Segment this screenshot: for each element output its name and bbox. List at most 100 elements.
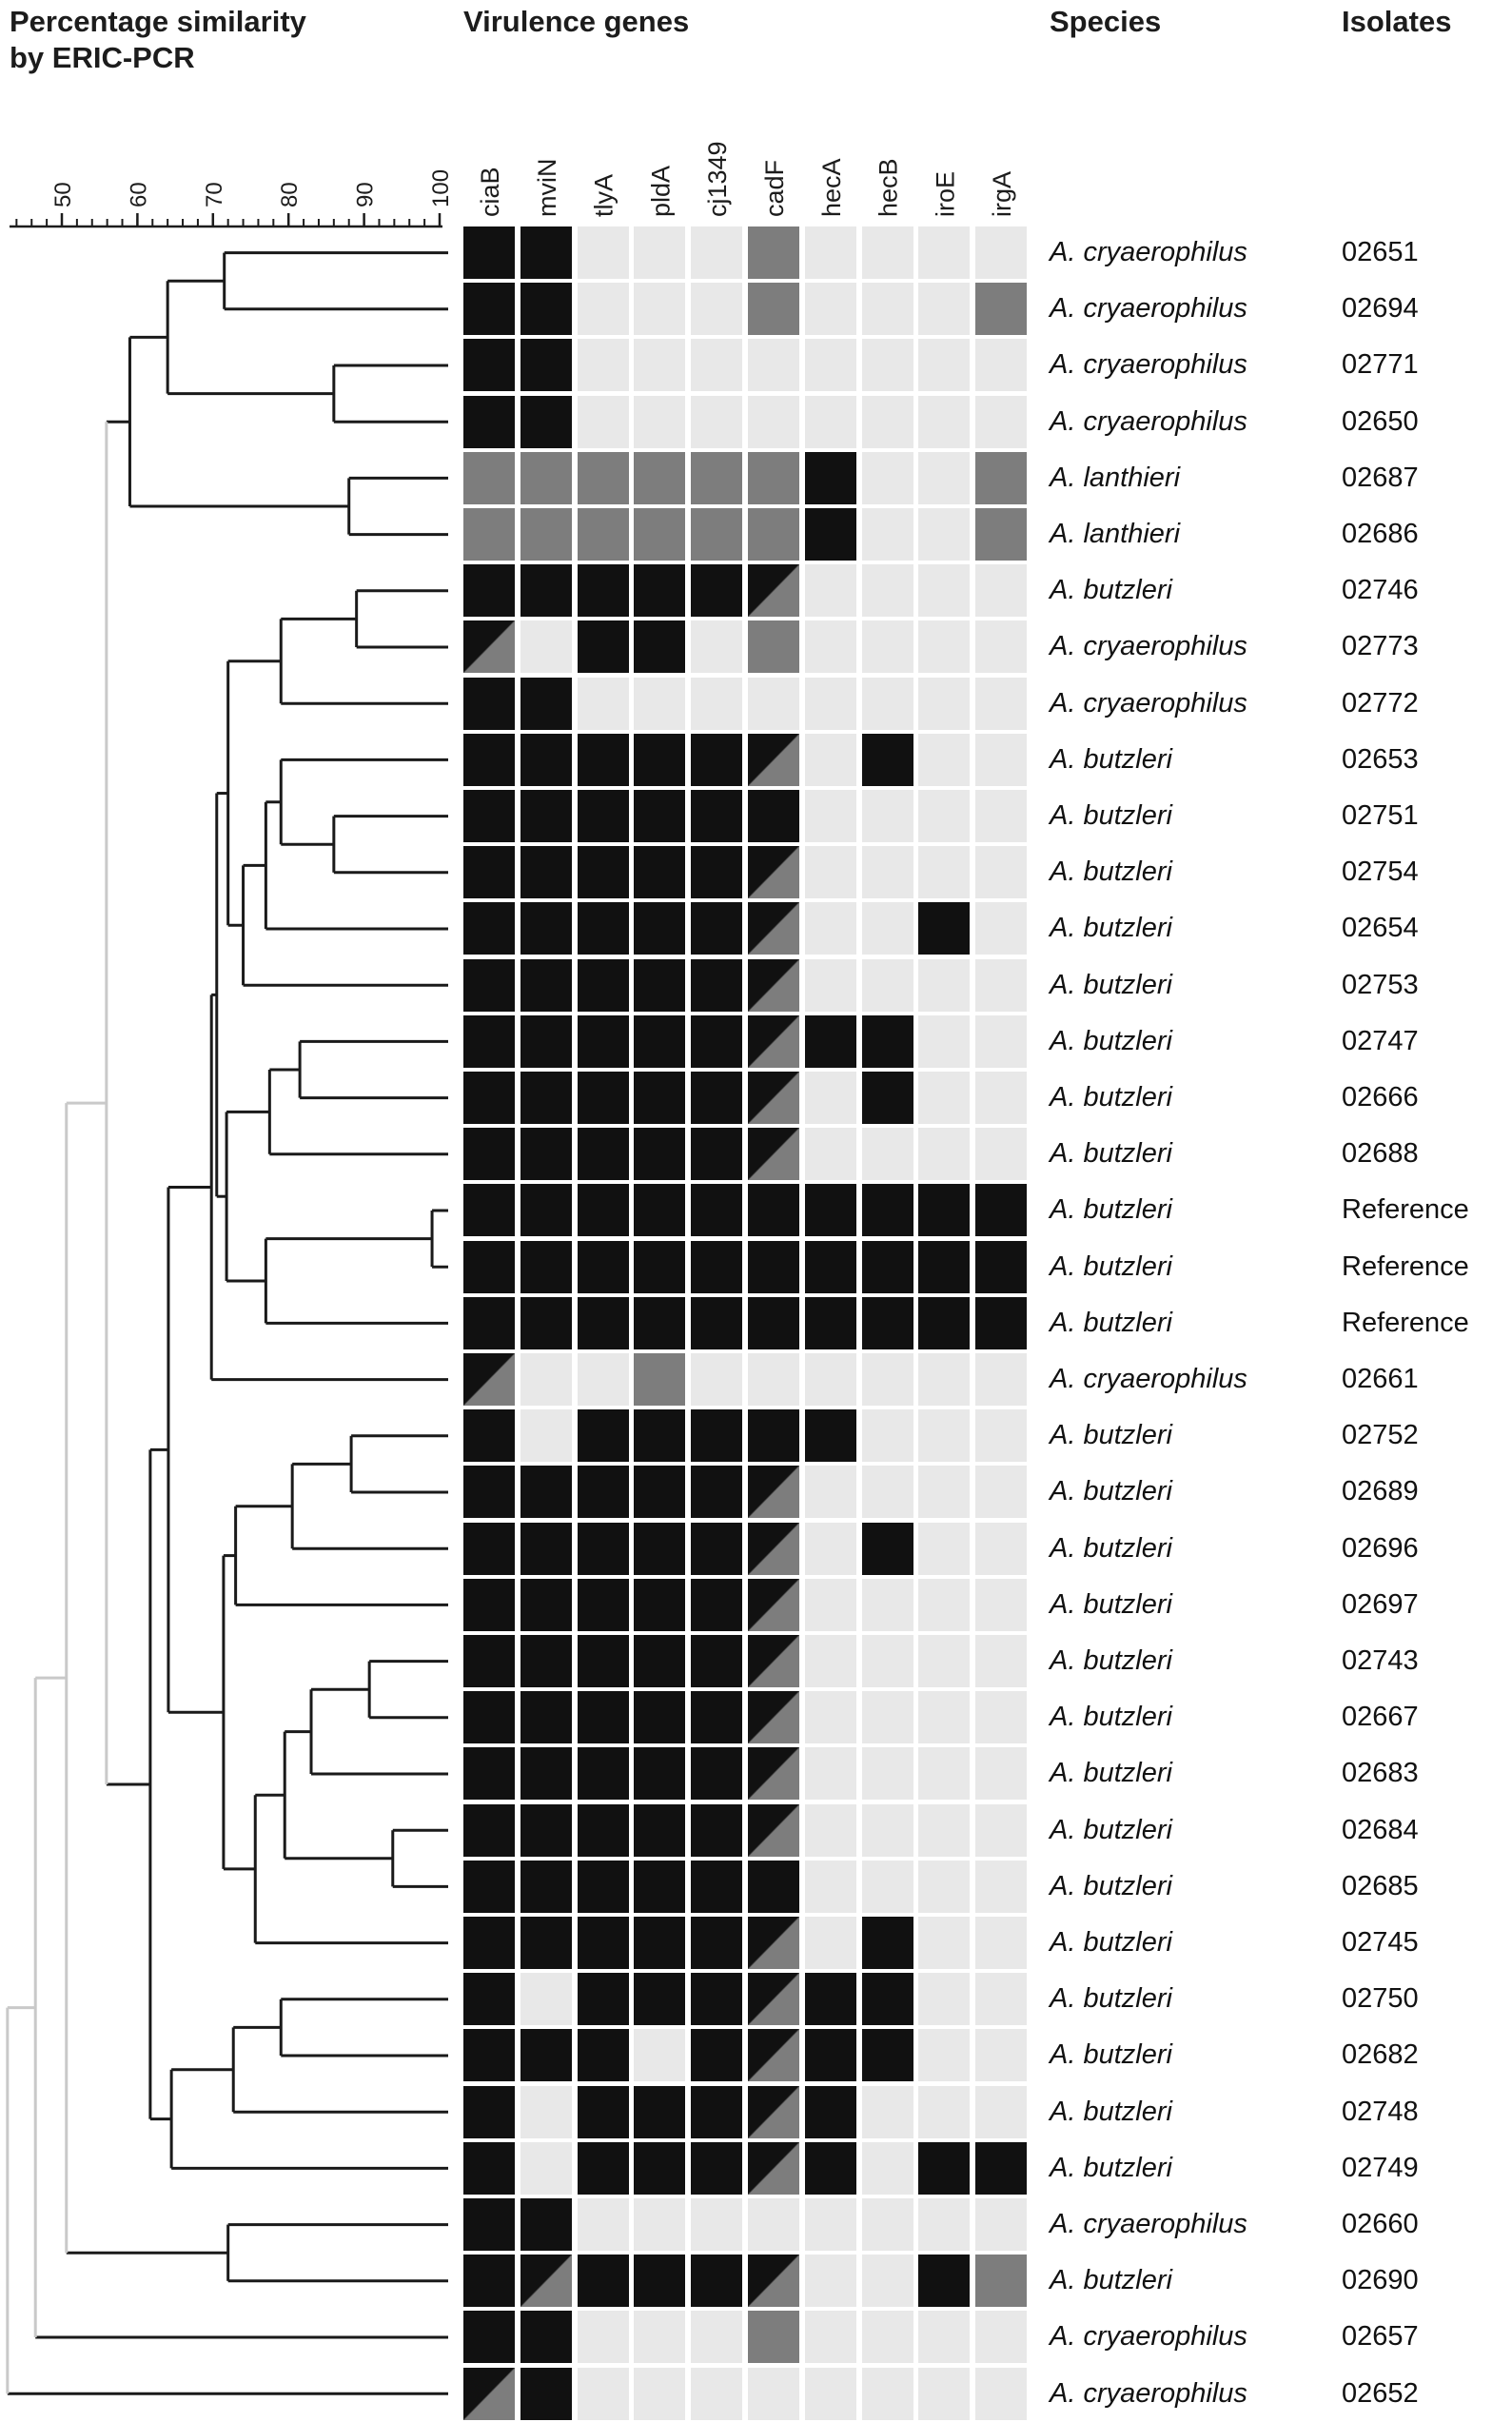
species-label: A. butzleri bbox=[1050, 1250, 1172, 1282]
heatmap-cell bbox=[861, 1296, 913, 1349]
species-label: A. butzleri bbox=[1050, 913, 1172, 944]
heatmap-cell bbox=[577, 339, 629, 392]
heatmap-cell bbox=[861, 2198, 913, 2251]
heatmap-cell bbox=[804, 733, 856, 786]
heatmap-cell bbox=[520, 1860, 572, 1913]
heatmap-cell bbox=[975, 1635, 1028, 1687]
heatmap-cell bbox=[520, 395, 572, 448]
heatmap-cell bbox=[975, 1184, 1028, 1237]
heatmap-cell bbox=[634, 677, 686, 730]
heatmap-cell bbox=[577, 620, 629, 674]
heatmap-cell bbox=[861, 1128, 913, 1181]
heatmap-cell bbox=[861, 1691, 913, 1744]
species-label: A. butzleri bbox=[1050, 2096, 1172, 2127]
heatmap-cell bbox=[804, 1409, 856, 1463]
heatmap-cell bbox=[634, 1296, 686, 1349]
heatmap-cell bbox=[520, 846, 572, 899]
heatmap-cell bbox=[520, 1128, 572, 1181]
heatmap-cell bbox=[804, 846, 856, 899]
heatmap-cell bbox=[520, 1973, 572, 2026]
heatmap-cell bbox=[520, 1240, 572, 1293]
heatmap-cell bbox=[463, 958, 515, 1012]
heatmap-cell bbox=[748, 902, 799, 955]
heatmap-cell bbox=[577, 790, 629, 842]
heatmap-cell bbox=[634, 2029, 686, 2082]
heatmap-cell bbox=[634, 1803, 686, 1857]
heatmap-cell bbox=[748, 508, 799, 561]
species-label: A. lanthieri bbox=[1050, 519, 1181, 549]
species-label: A. cryaerophilus bbox=[1050, 2377, 1247, 2409]
heatmap-cell bbox=[861, 283, 913, 336]
heatmap-cell bbox=[463, 2029, 515, 2082]
heatmap-cell bbox=[634, 508, 686, 561]
heatmap-cell bbox=[577, 508, 629, 561]
heatmap-cell bbox=[463, 1296, 515, 1349]
heatmap-cell bbox=[804, 1860, 856, 1913]
heatmap-cell bbox=[634, 2367, 686, 2420]
heatmap-cell bbox=[975, 339, 1028, 392]
heatmap-cell bbox=[748, 226, 799, 279]
isolate-label: 02685 bbox=[1342, 1870, 1419, 1901]
heatmap-cell bbox=[861, 677, 913, 730]
gene-column-label: iroE bbox=[931, 171, 959, 217]
isolate-label: Reference bbox=[1342, 1250, 1469, 1282]
heatmap-cell bbox=[975, 451, 1028, 504]
heatmap-cell bbox=[804, 1353, 856, 1406]
heatmap-cell bbox=[520, 1296, 572, 1349]
heatmap-cell bbox=[804, 1747, 856, 1801]
heatmap-cell bbox=[577, 2085, 629, 2138]
isolate-label: 02657 bbox=[1342, 2321, 1419, 2353]
heatmap-cell bbox=[861, 2085, 913, 2138]
heatmap-cell bbox=[748, 1860, 799, 1913]
heatmap-cell bbox=[520, 2255, 572, 2308]
heatmap-cell bbox=[918, 451, 971, 504]
heatmap-cell bbox=[634, 1917, 686, 1969]
heatmap-cell bbox=[748, 2367, 799, 2420]
heatmap-cell bbox=[634, 790, 686, 842]
heatmap-cell bbox=[577, 1522, 629, 1575]
heatmap-cell bbox=[463, 1353, 515, 1406]
heatmap-cell bbox=[691, 846, 743, 899]
heatmap-cell bbox=[918, 339, 971, 392]
heatmap-cell bbox=[634, 451, 686, 504]
heatmap-cell bbox=[975, 2198, 1028, 2251]
heatmap-cell bbox=[918, 1747, 971, 1801]
heatmap-cell bbox=[634, 1973, 686, 2026]
heatmap-cell bbox=[804, 2029, 856, 2082]
species-label: A. butzleri bbox=[1050, 1307, 1172, 1338]
heatmap-cell bbox=[463, 1803, 515, 1857]
isolate-label: 02771 bbox=[1342, 349, 1419, 381]
heatmap-cell bbox=[520, 1917, 572, 1969]
heatmap-cell bbox=[634, 283, 686, 336]
scale-tick-label: 50 bbox=[50, 182, 76, 207]
heatmap-cell bbox=[975, 2367, 1028, 2420]
heatmap-cell bbox=[861, 2311, 913, 2364]
heatmap-cell bbox=[463, 733, 515, 786]
gene-column-label: tlyA bbox=[590, 174, 619, 217]
heatmap-cell bbox=[918, 958, 971, 1012]
heatmap-cell bbox=[975, 677, 1028, 730]
heatmap-cell bbox=[975, 1747, 1028, 1801]
species-label: A. cryaerophilus bbox=[1050, 349, 1247, 381]
heatmap-cell bbox=[634, 958, 686, 1012]
heatmap-cell bbox=[520, 283, 572, 336]
heatmap-cell bbox=[691, 1522, 743, 1575]
isolate-label: 02772 bbox=[1342, 687, 1419, 719]
isolate-label: 02687 bbox=[1342, 462, 1419, 493]
heatmap-cell bbox=[804, 2085, 856, 2138]
isolate-label: 02696 bbox=[1342, 1532, 1419, 1564]
heatmap-cell bbox=[634, 733, 686, 786]
heatmap-cell bbox=[975, 620, 1028, 674]
species-label: A. cryaerophilus bbox=[1050, 687, 1247, 719]
heatmap-cell bbox=[577, 1973, 629, 2026]
heatmap-cell bbox=[691, 1747, 743, 1801]
species-label: A. butzleri bbox=[1050, 1532, 1172, 1564]
species-label: A. butzleri bbox=[1050, 1194, 1172, 1226]
heatmap-cell bbox=[520, 958, 572, 1012]
isolate-label: 02667 bbox=[1342, 1702, 1419, 1733]
isolate-label: Reference bbox=[1342, 1194, 1469, 1226]
heatmap-cell bbox=[804, 2198, 856, 2251]
heatmap-cell bbox=[861, 1917, 913, 1969]
heatmap-cell bbox=[520, 2029, 572, 2082]
heatmap-cell bbox=[861, 2029, 913, 2082]
